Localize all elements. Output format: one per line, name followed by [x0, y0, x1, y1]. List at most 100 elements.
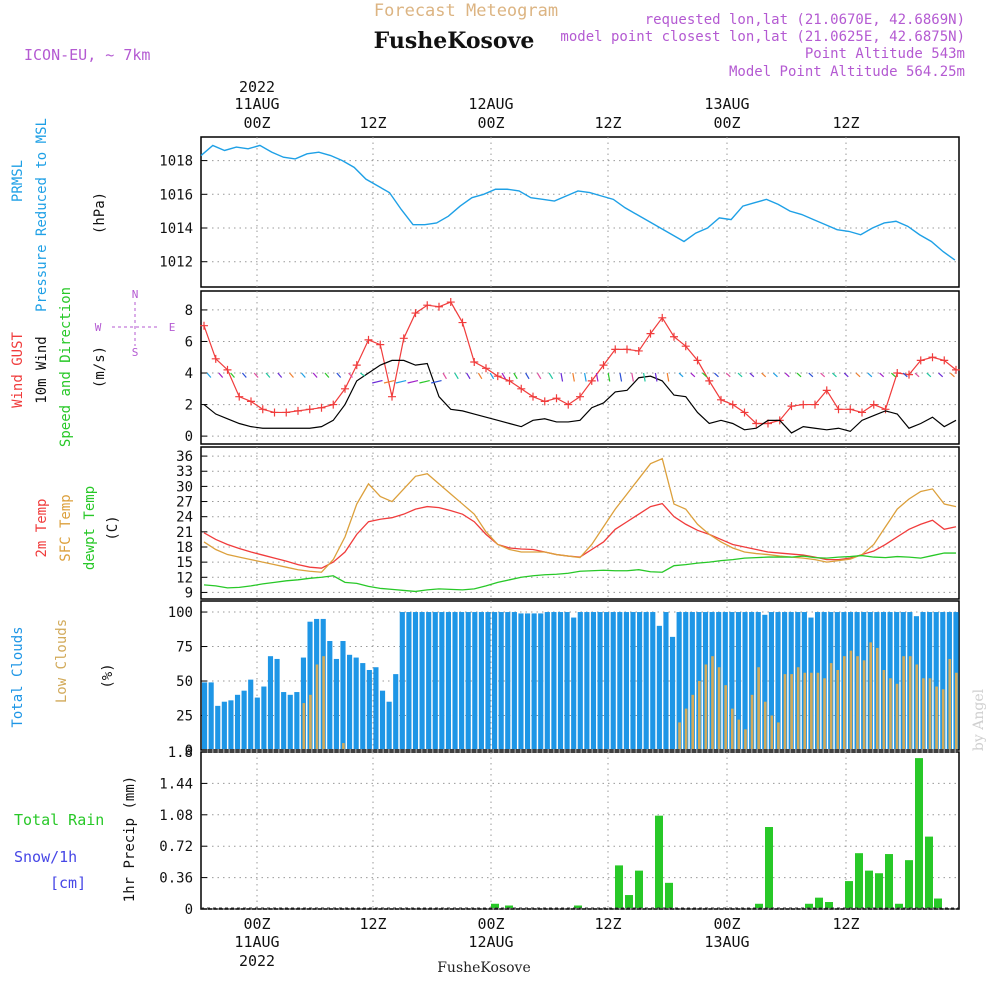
total-cloud-bar	[571, 617, 577, 749]
rain-bar	[505, 905, 513, 908]
total-cloud-bar	[577, 612, 583, 749]
low-cloud-bar	[902, 656, 905, 749]
total-cloud-bar	[696, 612, 702, 749]
wind-direction-arrow	[949, 372, 955, 378]
total-cloud-bar	[538, 613, 544, 749]
low-cloud-bar	[889, 678, 892, 749]
total-cloud-bar	[432, 612, 438, 749]
gust-point	[352, 361, 361, 370]
wind-direction-arrow	[737, 372, 743, 378]
low-cloud-bar	[691, 694, 695, 749]
total-cloud-bar	[379, 690, 386, 749]
rain-bar	[845, 881, 853, 908]
gust-point	[670, 332, 678, 341]
t2m-series-line	[203, 502, 957, 569]
y-tick-label: 1012	[159, 255, 193, 271]
wind-direction-arrow	[713, 372, 719, 378]
total-cloud-bar	[399, 612, 405, 749]
wind-direction-arrow	[666, 372, 670, 382]
wind-direction-arrow	[466, 372, 471, 380]
y-tick-label: 75	[176, 640, 193, 656]
bottom-hour-label: 00Z	[477, 915, 504, 933]
compass-north: N	[132, 288, 139, 301]
gust-point	[634, 346, 643, 355]
total-cloud-bar	[768, 612, 774, 749]
wind-direction-arrow	[725, 372, 731, 378]
total-cloud-bar	[643, 612, 649, 749]
total-cloud-bar	[419, 612, 425, 749]
low-cloud-bar	[322, 656, 325, 749]
rain-bar	[915, 758, 923, 908]
wind-direction-arrow	[300, 372, 306, 378]
low-cloud-bar	[678, 722, 681, 749]
rain-bar	[905, 860, 913, 908]
total-rain-label: Total Rain	[14, 811, 104, 829]
gust-point	[893, 369, 902, 378]
low-cloud-bar	[783, 674, 787, 749]
total-cloud-bar	[735, 612, 742, 749]
wind-direction-arrow	[855, 372, 861, 378]
total-clouds-label: Total Clouds	[10, 626, 26, 727]
total-cloud-bar	[366, 669, 372, 749]
total-cloud-bar	[650, 612, 656, 749]
dewpt-label: dewpt Temp	[82, 486, 98, 570]
total-cloud-bar	[274, 658, 280, 749]
panel-frame	[200, 290, 960, 445]
gust-point	[552, 394, 561, 403]
closest-coords: model point closest lon,lat (21.0625E, 4…	[560, 29, 965, 45]
pressure-series-line	[200, 144, 956, 261]
total-cloud-bar	[347, 654, 353, 749]
low-cloud-bar	[856, 656, 859, 749]
wind-direction-arrow	[477, 372, 483, 380]
low-cloud-bar	[724, 685, 727, 749]
low-cloud-bar	[941, 689, 945, 749]
wind-direction-arrow	[643, 372, 646, 382]
low-cloud-bar	[908, 656, 912, 749]
gust-point	[341, 384, 349, 393]
wind-direction-arrow	[230, 372, 235, 378]
gust-point	[294, 406, 302, 415]
gust-point	[834, 405, 843, 414]
gust-point	[740, 408, 749, 417]
total-cloud-bar	[590, 612, 597, 749]
y-tick-label: 1.8	[168, 745, 193, 761]
total-cloud-bar	[465, 612, 471, 749]
wind-direction-arrow	[867, 372, 873, 378]
total-cloud-bar	[412, 612, 419, 749]
low-cloud-bar	[790, 674, 793, 749]
low-cloud-bar	[829, 663, 833, 749]
low-cloud-bar	[935, 686, 938, 749]
wind-direction-arrow	[560, 372, 564, 382]
wind-direction-arrow	[678, 372, 684, 378]
wind-direction-arrow	[536, 372, 542, 380]
panel-frame	[200, 751, 960, 910]
gust-point	[258, 405, 267, 414]
sfc-series-line	[203, 457, 957, 573]
top-hour-label: 12Z	[359, 114, 386, 132]
total-cloud-bar	[267, 656, 274, 749]
gust-point	[505, 376, 514, 385]
compass-east: E	[169, 321, 176, 334]
wind-direction-arrow	[619, 372, 623, 382]
total-cloud-bar	[478, 612, 484, 749]
total-cloud-bar	[669, 636, 676, 749]
low-cloud-bar	[711, 656, 714, 749]
total-cloud-bar	[333, 658, 339, 749]
panel-frame	[200, 136, 960, 288]
rain-bar	[815, 897, 823, 908]
gust-point	[869, 400, 878, 409]
wind-direction-arrow	[938, 372, 944, 378]
total-cloud-bar	[307, 621, 313, 749]
wind-direction-arrow	[265, 372, 271, 378]
clouds-unit: (%)	[100, 663, 116, 688]
y-tick-label: 4	[185, 366, 193, 382]
total-cloud-bar	[933, 612, 939, 749]
wind-direction-arrow	[419, 379, 430, 384]
total-cloud-bar	[452, 612, 458, 749]
y-tick-label: 6	[185, 334, 193, 350]
low-cloud-bar	[875, 647, 879, 749]
wind-direction-arrow	[926, 372, 932, 378]
low-cloud-bar	[796, 667, 800, 749]
gust-point	[247, 397, 255, 406]
pressure-label-long: Pressure Reduced to MSL	[34, 118, 50, 312]
